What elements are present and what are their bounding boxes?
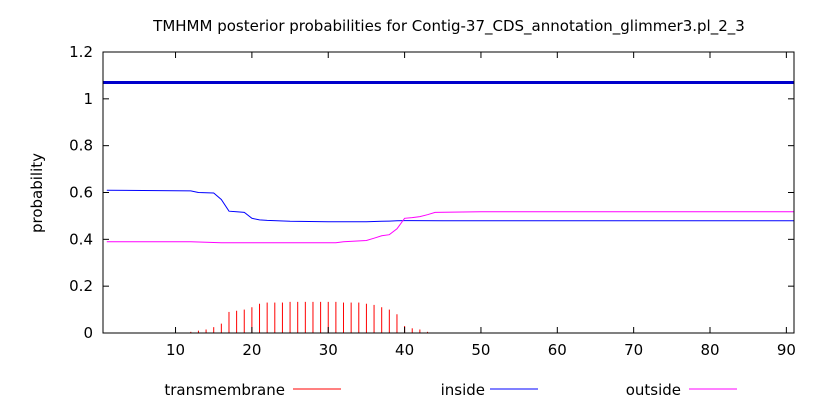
y-tick-label: 1 xyxy=(83,90,93,108)
legend-label-inside: inside xyxy=(441,381,485,399)
axes: 0 0.2 0.4 0.6 0.8 1 1.2 10 20 30 40 50 60 70 80 90 xyxy=(69,43,796,359)
x-tick-label: 60 xyxy=(548,341,567,359)
x-tick-label: 50 xyxy=(471,341,490,359)
x-tick-label: 90 xyxy=(777,341,796,359)
y-tick-label: 0.8 xyxy=(69,137,93,155)
outside-line xyxy=(106,211,794,244)
y-tick-label: 0.4 xyxy=(69,230,93,248)
y-tick-label: 0 xyxy=(83,324,93,342)
legend-label-transmembrane: transmembrane xyxy=(164,381,285,399)
legend-label-outside: outside xyxy=(626,381,681,399)
y-tick-label: 1.2 xyxy=(69,43,93,61)
x-tick-label: 10 xyxy=(166,341,185,359)
legend: transmembrane inside outside xyxy=(164,381,737,399)
chart-title: TMHMM posterior probabilities for Contig… xyxy=(152,17,745,36)
y-tick-label: 0.6 xyxy=(69,184,93,202)
x-tick-label: 20 xyxy=(242,341,261,359)
x-tick-label: 70 xyxy=(624,341,643,359)
x-tick-label: 40 xyxy=(395,341,414,359)
inside-line xyxy=(106,189,794,223)
plot-area xyxy=(103,80,794,333)
x-tick-label: 30 xyxy=(319,341,338,359)
x-tick-label: 80 xyxy=(700,341,719,359)
y-axis-label: probability xyxy=(28,153,46,233)
y-tick-label: 0.2 xyxy=(69,277,93,295)
